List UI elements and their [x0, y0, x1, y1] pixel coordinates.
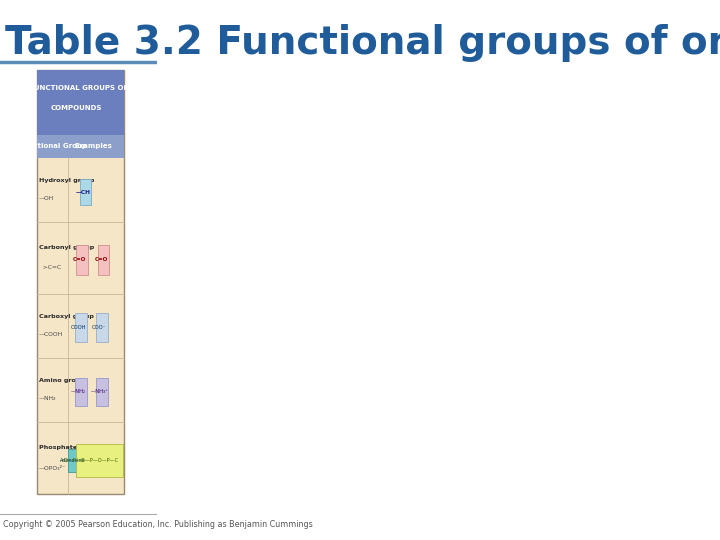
FancyBboxPatch shape: [97, 245, 109, 274]
Text: —NH₂: —NH₂: [71, 389, 86, 394]
Text: COMPOUNDS: COMPOUNDS: [50, 105, 102, 111]
FancyBboxPatch shape: [75, 313, 87, 342]
FancyBboxPatch shape: [68, 449, 83, 472]
FancyBboxPatch shape: [37, 135, 124, 158]
Text: —O—P—O—P—O—P—C: —O—P—O—P—O—P—C: [60, 458, 119, 463]
FancyBboxPatch shape: [76, 245, 88, 274]
Text: —OH: —OH: [39, 196, 54, 201]
Text: COO⁻: COO⁻: [92, 325, 107, 330]
FancyBboxPatch shape: [96, 377, 108, 406]
Text: Adenosine: Adenosine: [60, 458, 85, 463]
Text: >C=C: >C=C: [39, 265, 60, 271]
Text: Functional Group: Functional Group: [19, 143, 86, 150]
FancyBboxPatch shape: [75, 377, 87, 406]
Text: C=O: C=O: [94, 258, 107, 262]
Text: COOH: COOH: [71, 325, 86, 330]
Text: TABLE 3.2  FUNCTIONAL GROUPS OF ORGANIC: TABLE 3.2 FUNCTIONAL GROUPS OF ORGANIC: [0, 85, 167, 91]
Text: —NH₃⁺: —NH₃⁺: [91, 389, 108, 394]
Text: Hydroxyl group: Hydroxyl group: [39, 178, 94, 183]
Text: Table 3.2 Functional groups of organic compounds: Table 3.2 Functional groups of organic c…: [5, 24, 720, 62]
FancyBboxPatch shape: [76, 444, 123, 477]
Text: —NH₂: —NH₂: [39, 396, 56, 401]
FancyBboxPatch shape: [96, 313, 108, 342]
Text: Carboxyl group: Carboxyl group: [39, 314, 94, 320]
Text: Carbonyl group: Carbonyl group: [39, 245, 94, 250]
FancyBboxPatch shape: [80, 179, 91, 205]
Text: —CH: —CH: [76, 190, 91, 195]
Text: Phosphate group: Phosphate group: [39, 446, 100, 450]
Text: C=O: C=O: [73, 258, 86, 262]
Text: —OPO₃²⁻: —OPO₃²⁻: [39, 465, 66, 471]
Text: Examples: Examples: [75, 143, 112, 150]
FancyBboxPatch shape: [37, 70, 124, 494]
Text: Copyright © 2005 Pearson Education, Inc. Publishing as Benjamin Cummings: Copyright © 2005 Pearson Education, Inc.…: [3, 521, 313, 529]
Text: —COOH: —COOH: [39, 332, 63, 338]
Text: Amino group: Amino group: [39, 379, 85, 383]
FancyBboxPatch shape: [37, 70, 124, 135]
